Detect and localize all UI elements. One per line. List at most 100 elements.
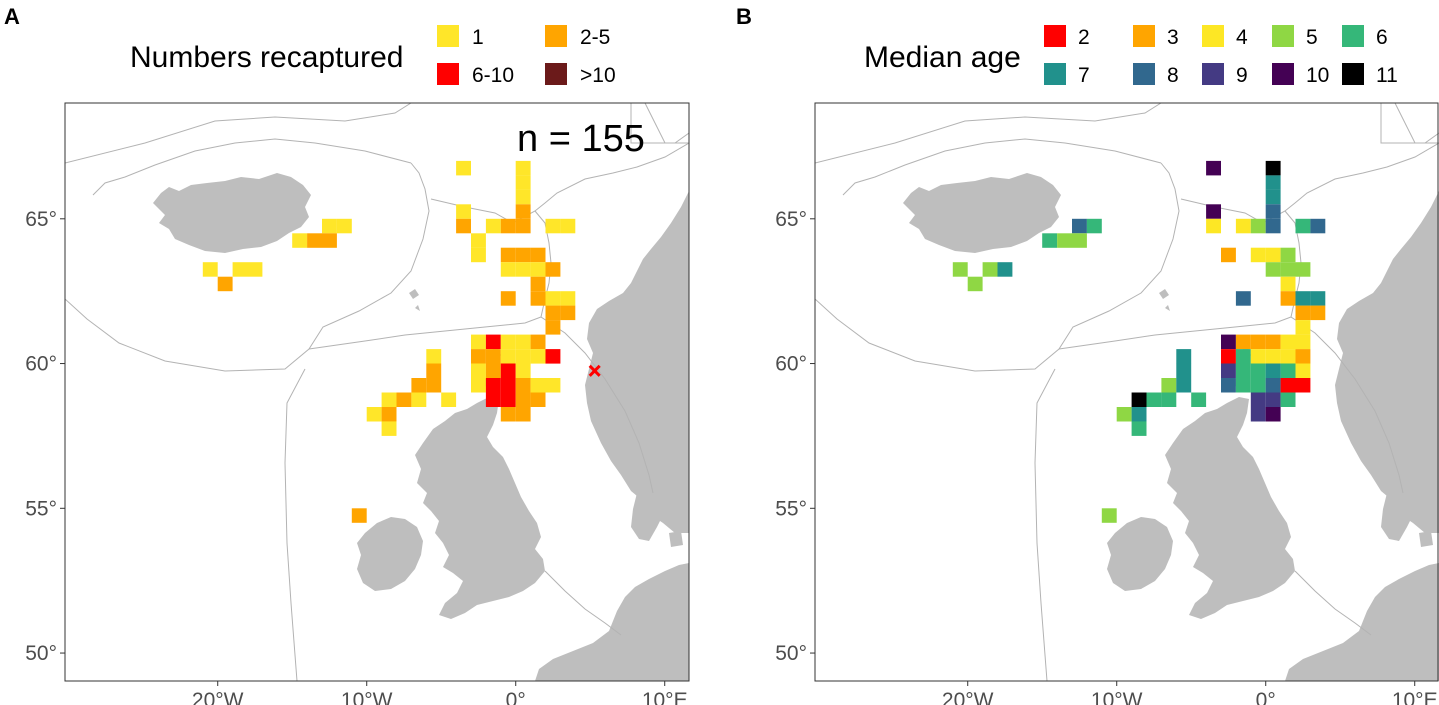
grid-cell	[1295, 305, 1311, 321]
grid-cell	[1265, 407, 1281, 422]
legend-swatch	[437, 25, 459, 47]
grid-cell	[1265, 378, 1281, 393]
grid-cell	[1191, 392, 1207, 407]
grid-cell	[1310, 291, 1326, 306]
grid-cell	[1280, 349, 1296, 364]
y-tick-label: 50°	[25, 642, 57, 665]
grid-cell	[500, 247, 516, 263]
grid-cell	[1295, 218, 1311, 234]
grid-cell	[967, 276, 983, 292]
panel-a: A Numbers recaptured 1 2-5 6-10 >10 n = …	[4, 4, 690, 705]
grid-cell	[471, 378, 486, 393]
grid-cell	[515, 363, 531, 378]
grid-cell	[1265, 247, 1281, 263]
grid-cell	[1176, 363, 1192, 378]
grid-cell	[1235, 378, 1251, 393]
grid-cell	[500, 334, 516, 350]
grid-cell	[485, 334, 501, 350]
grid-cell	[515, 262, 531, 277]
grid-cell	[485, 218, 501, 234]
grid-cell	[515, 349, 531, 364]
grid-cell	[1295, 378, 1311, 393]
grid-cell	[1310, 305, 1326, 321]
grid-cell	[411, 392, 427, 407]
grid-cell	[456, 218, 471, 234]
legend-swatch	[545, 25, 567, 47]
grid-cell	[982, 262, 998, 277]
legend-swatch	[1342, 63, 1364, 85]
grid-cells	[952, 160, 1326, 523]
grid-cell	[1235, 334, 1251, 350]
grid-cell	[500, 407, 516, 422]
grid-cell	[515, 392, 531, 407]
y-tick-label: 60°	[25, 353, 57, 376]
grid-cell	[1250, 247, 1266, 263]
grid-cell	[500, 392, 516, 407]
grid-cell	[1280, 276, 1296, 292]
legend-label: 6-10	[472, 64, 514, 87]
legend-swatch	[437, 63, 459, 85]
grid-cell	[1131, 392, 1147, 407]
grid-cell	[1176, 349, 1192, 364]
grid-cell	[515, 175, 531, 190]
grid-cell	[560, 291, 576, 306]
grid-cell	[307, 233, 322, 248]
legend-swatch	[1342, 25, 1364, 47]
grid-cell	[1265, 218, 1281, 234]
grid-cell	[471, 363, 486, 378]
x-tick-label: 0°	[1256, 689, 1276, 705]
grid-cell	[247, 262, 263, 277]
grid-cell	[1131, 421, 1147, 436]
grid-cell	[1235, 349, 1251, 364]
legend-swatch	[1044, 25, 1066, 47]
map-area	[814, 102, 1439, 682]
grid-cell	[560, 305, 576, 321]
grid-cell	[530, 349, 546, 364]
grid-cell	[545, 349, 561, 364]
legend-swatch	[1133, 25, 1155, 47]
grid-cell	[1295, 291, 1311, 306]
legend-title: Numbers recaptured	[130, 41, 403, 74]
grid-cell	[381, 407, 397, 422]
grid-cell	[1265, 189, 1281, 205]
grid-cell	[1295, 262, 1311, 277]
grid-cell	[292, 233, 308, 248]
legend-label: 5	[1306, 26, 1318, 49]
grid-cell	[426, 378, 442, 393]
grid-cell	[1161, 378, 1177, 393]
panel-letter: B	[736, 4, 752, 29]
grid-cell	[381, 392, 397, 407]
grid-cell	[381, 421, 397, 436]
grid-cell	[1265, 175, 1281, 190]
map-area	[64, 102, 690, 682]
x-tick-label: 20°W	[192, 689, 244, 705]
grid-cell	[471, 334, 486, 350]
grid-cell	[500, 363, 516, 378]
legend-label: 11	[1376, 64, 1398, 87]
grid-cell	[1280, 247, 1296, 263]
grid-cell	[500, 349, 516, 364]
grid-cell	[1310, 218, 1326, 234]
grid-cell	[471, 247, 486, 263]
grid-cell	[1280, 262, 1296, 277]
grid-cell	[560, 218, 576, 234]
grid-cell	[322, 218, 337, 234]
legend: 1 2-5 6-10 >10	[437, 25, 616, 87]
map-frame	[814, 102, 1439, 682]
grid-cell	[456, 160, 471, 176]
y-tick-label: 60°	[775, 353, 807, 376]
grid-cell	[471, 233, 486, 248]
grid-cell	[1221, 349, 1236, 364]
legend-label: 2	[1078, 26, 1090, 49]
x-tick-label: 10°W	[341, 689, 393, 705]
grid-cell	[1072, 233, 1087, 248]
grid-cell	[426, 363, 442, 378]
grid-cell	[1250, 218, 1266, 234]
legend-swatch	[1202, 25, 1224, 47]
grid-cell	[515, 407, 531, 422]
grid-cell	[485, 363, 501, 378]
legend-label: >10	[580, 64, 616, 87]
y-tick-label: 50°	[775, 642, 807, 665]
legend: 2 3 4 5 6 7 8 9 10 11	[1044, 25, 1398, 87]
